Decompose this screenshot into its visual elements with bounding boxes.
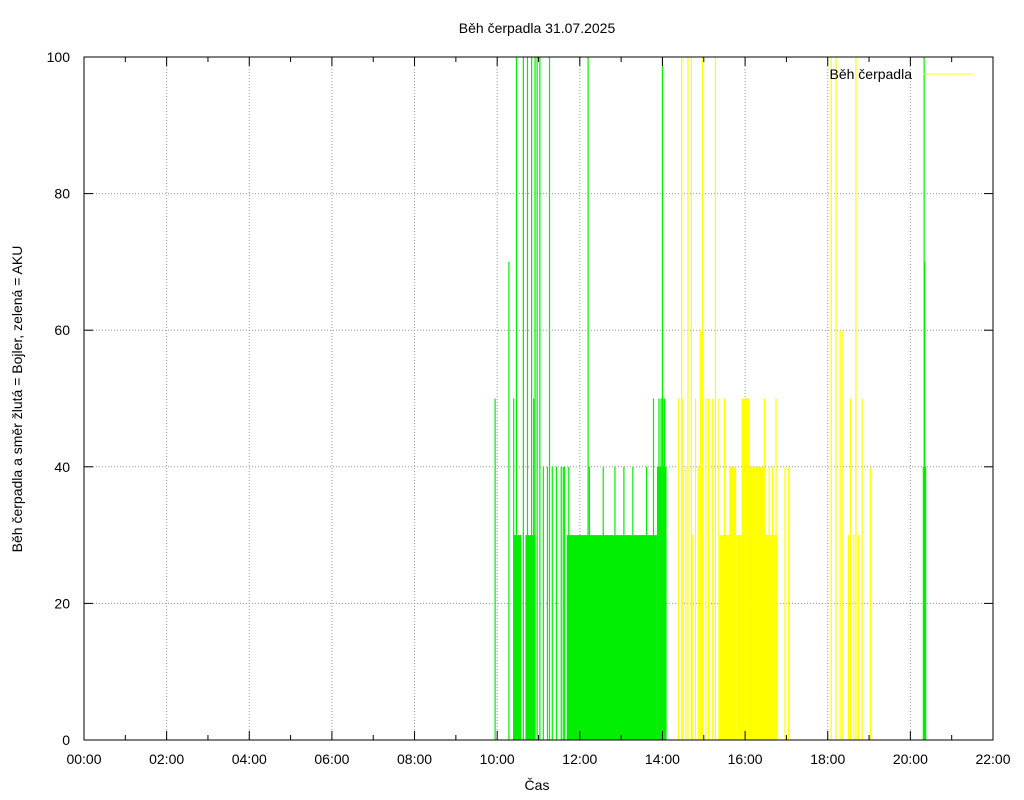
y-axis-label: Běh čerpadla a směr žlutá = Bojler, zele…: [9, 246, 25, 553]
data-marks: [494, 57, 927, 740]
y-tick-label: 40: [54, 459, 70, 475]
bojler-block: [729, 466, 737, 740]
aku-block: [525, 535, 536, 740]
x-tick-label: 00:00: [66, 751, 101, 767]
x-tick-label: 16:00: [728, 751, 763, 767]
bojler-block: [763, 535, 778, 740]
bojler-block: [736, 535, 742, 740]
x-tick-label: 02:00: [149, 751, 184, 767]
x-tick-label: 14:00: [645, 751, 680, 767]
y-tick-label: 0: [62, 732, 70, 748]
y-tick-label: 80: [54, 186, 70, 202]
bojler-block: [747, 466, 764, 740]
aku-block: [513, 535, 522, 740]
x-tick-label: 06:00: [314, 751, 349, 767]
aku-block: [566, 535, 657, 740]
grid: [84, 57, 993, 740]
axis-ticks: [83, 56, 994, 741]
x-axis-label: Čas: [525, 777, 550, 793]
x-tick-label: 20:00: [893, 751, 928, 767]
y-tick-label: 100: [47, 49, 71, 65]
x-tick-label: 08:00: [397, 751, 432, 767]
chart-title: Běh čerpadla 31.07.2025: [459, 20, 616, 36]
y-tick-label: 20: [54, 595, 70, 611]
tick-labels: 0 20 40 60 80 100 00:00 02:00 04:00 06:00 08:00 10:…: [47, 49, 1011, 767]
x-tick-label: 04:00: [232, 751, 267, 767]
aku-block: [656, 466, 667, 740]
bojler-block: [741, 398, 748, 740]
x-tick-label: 12:00: [562, 751, 597, 767]
legend-label: Běh čerpadla: [829, 66, 912, 82]
legend: Běh čerpadla: [829, 66, 973, 82]
x-tick-label: 22:00: [975, 751, 1010, 767]
y-tick-label: 60: [54, 322, 70, 338]
x-tick-label: 10:00: [480, 751, 515, 767]
plot-frame: [83, 56, 994, 741]
x-tick-label: 18:00: [810, 751, 845, 767]
